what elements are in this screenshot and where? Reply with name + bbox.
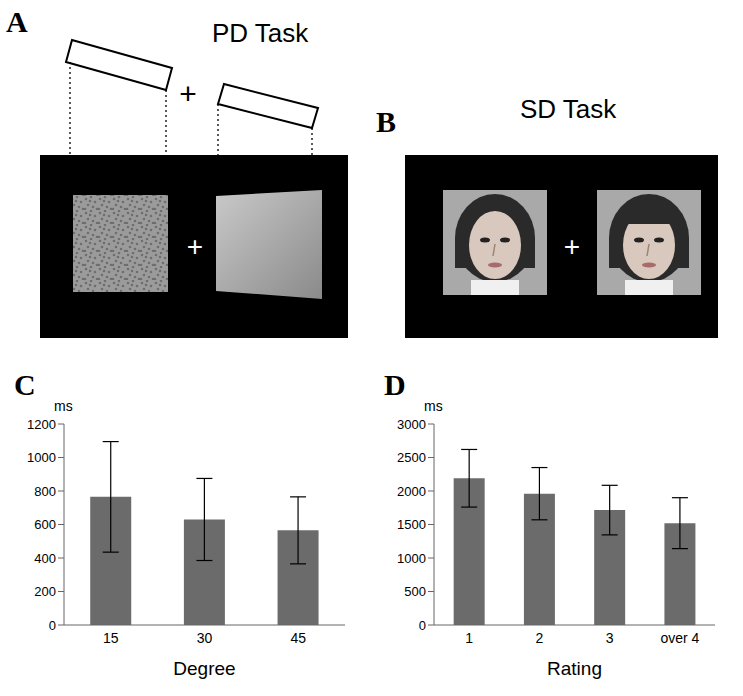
svg-text:3: 3 bbox=[606, 630, 614, 646]
svg-text:200: 200 bbox=[34, 584, 56, 599]
svg-text:PD Task: PD Task bbox=[212, 18, 309, 48]
svg-text:2000: 2000 bbox=[397, 484, 426, 499]
html-text:ms: ms bbox=[424, 398, 443, 414]
svg-text:30: 30 bbox=[197, 630, 213, 646]
svg-text:400: 400 bbox=[34, 551, 56, 566]
svg-text:500: 500 bbox=[404, 584, 426, 599]
svg-text:A: A bbox=[6, 5, 28, 38]
svg-text:1: 1 bbox=[465, 630, 473, 646]
html-text:C: C bbox=[14, 368, 36, 401]
svg-text:2500: 2500 bbox=[397, 450, 426, 465]
svg-text:1000: 1000 bbox=[27, 450, 56, 465]
svg-text:0: 0 bbox=[49, 618, 56, 633]
html-text:ms: ms bbox=[54, 398, 73, 414]
svg-text:3000: 3000 bbox=[397, 417, 426, 432]
svg-text:1000: 1000 bbox=[397, 551, 426, 566]
svg-text:0: 0 bbox=[419, 618, 426, 633]
svg-text:SD Task: SD Task bbox=[520, 94, 617, 124]
html-text:D: D bbox=[384, 368, 406, 401]
svg-text:2: 2 bbox=[535, 630, 543, 646]
svg-text:Degree: Degree bbox=[173, 658, 235, 679]
svg-text:+: + bbox=[564, 231, 580, 262]
svg-text:45: 45 bbox=[290, 630, 306, 646]
svg-text:+: + bbox=[187, 231, 203, 262]
svg-text:over 4: over 4 bbox=[660, 630, 699, 646]
svg-text:800: 800 bbox=[34, 484, 56, 499]
svg-text:1200: 1200 bbox=[27, 417, 56, 432]
svg-text:15: 15 bbox=[103, 630, 119, 646]
svg-text:Rating: Rating bbox=[547, 658, 602, 679]
svg-text:+: + bbox=[179, 77, 197, 110]
svg-text:600: 600 bbox=[34, 517, 56, 532]
svg-text:B: B bbox=[376, 105, 396, 138]
svg-text:1500: 1500 bbox=[397, 517, 426, 532]
